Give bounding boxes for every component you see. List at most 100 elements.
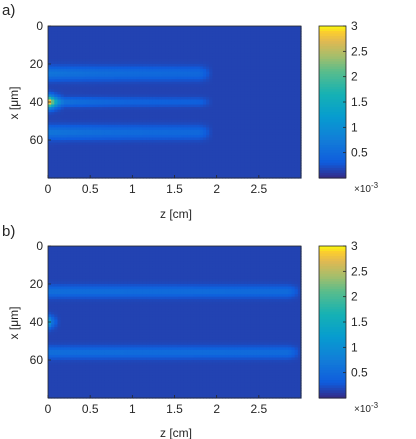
heat-cell	[244, 147, 248, 151]
heat-cell	[171, 66, 176, 70]
heat-cell	[73, 137, 78, 141]
heat-cell	[136, 91, 141, 95]
heat-cell	[278, 71, 283, 75]
heat-cell	[225, 162, 229, 166]
heat-cell	[199, 58, 204, 63]
heat-cell	[253, 84, 258, 88]
heat-cell	[225, 99, 229, 103]
heat-cell	[114, 157, 119, 161]
heat-cell	[101, 147, 106, 151]
heat-cell	[120, 127, 125, 131]
heat-cell	[237, 157, 242, 161]
heat-cell	[231, 71, 236, 75]
heat-cell	[54, 122, 59, 126]
heat-cell	[272, 140, 277, 144]
heat-cell	[95, 36, 100, 40]
heat-cell	[142, 162, 147, 166]
heat-cell	[221, 140, 226, 144]
heat-cell	[73, 147, 78, 151]
heat-cell	[272, 33, 277, 37]
heat-cell	[244, 140, 248, 144]
heat-cell	[282, 46, 286, 50]
heat-cell	[146, 86, 150, 90]
heat-cell	[48, 165, 52, 169]
heat-cell	[142, 48, 147, 52]
heat-cell	[111, 74, 116, 78]
heat-cell	[190, 112, 195, 116]
heat-cell	[149, 51, 153, 55]
heat-cell	[73, 38, 78, 42]
heat-cell	[146, 53, 150, 57]
heat-cell	[174, 51, 179, 55]
heat-cell	[108, 109, 112, 113]
heat-cell	[130, 137, 134, 141]
heat-cell	[228, 38, 233, 42]
heat-cell	[152, 150, 157, 154]
heat-cell	[130, 155, 134, 159]
heat-cell	[282, 64, 286, 68]
heat-cell	[85, 165, 90, 169]
heat-cell	[123, 76, 128, 80]
heat-cell	[215, 124, 220, 128]
heat-cell	[228, 33, 233, 37]
heat-cell	[183, 99, 188, 103]
heat-cell	[266, 107, 270, 111]
heat-cell	[196, 48, 201, 52]
heat-cell	[294, 41, 299, 45]
heat-cell	[244, 132, 248, 136]
heat-cell	[111, 122, 116, 126]
heat-cell	[215, 137, 220, 141]
heat-cell	[158, 94, 163, 98]
heat-cell	[285, 112, 289, 116]
heat-cell	[51, 33, 55, 37]
heat-cell	[190, 124, 195, 128]
heat-cell	[221, 152, 226, 156]
heat-cell	[51, 172, 55, 177]
heat-cell	[70, 117, 74, 121]
heat-cell	[127, 74, 131, 78]
heat-cell	[54, 137, 59, 141]
heat-cell	[215, 56, 220, 60]
heat-cell	[177, 122, 182, 126]
heat-cell	[256, 91, 261, 95]
heat-cell	[168, 26, 172, 30]
heat-cell	[79, 41, 84, 45]
heat-cell	[228, 53, 233, 57]
heat-cell	[123, 142, 128, 146]
heat-cell	[269, 43, 274, 47]
heat-cell	[221, 64, 226, 68]
heat-cell	[240, 86, 245, 90]
heat-cell	[237, 104, 242, 108]
heat-cell	[63, 167, 68, 171]
heat-cell	[171, 86, 176, 90]
heat-cell	[136, 134, 141, 139]
heat-cell	[253, 33, 258, 37]
heat-cell	[183, 165, 188, 169]
heat-cell	[190, 51, 195, 55]
heat-cell	[123, 46, 128, 50]
heat-cell	[278, 74, 283, 78]
heat-cell	[79, 56, 84, 60]
heat-cell	[66, 124, 71, 128]
heat-cell	[92, 43, 97, 47]
heat-cell	[294, 69, 299, 73]
heat-cell	[269, 102, 274, 106]
heat-cell	[95, 79, 100, 83]
heat-cell	[275, 99, 280, 103]
heat-cell	[253, 36, 258, 40]
heat-cell	[171, 147, 176, 151]
heat-cell	[269, 69, 274, 73]
heat-cell	[66, 48, 71, 52]
heat-cell	[89, 69, 93, 73]
heat-cell	[272, 155, 277, 159]
heat-cell	[117, 76, 122, 80]
heat-cell	[146, 46, 150, 50]
heat-cell	[190, 134, 195, 139]
heat-cell	[190, 96, 195, 101]
heat-cell	[79, 99, 84, 103]
heat-cell	[48, 344, 52, 348]
heat-cell	[155, 112, 160, 116]
heat-cell	[66, 175, 71, 179]
heat-cell	[237, 162, 242, 166]
heat-cell	[48, 296, 52, 300]
